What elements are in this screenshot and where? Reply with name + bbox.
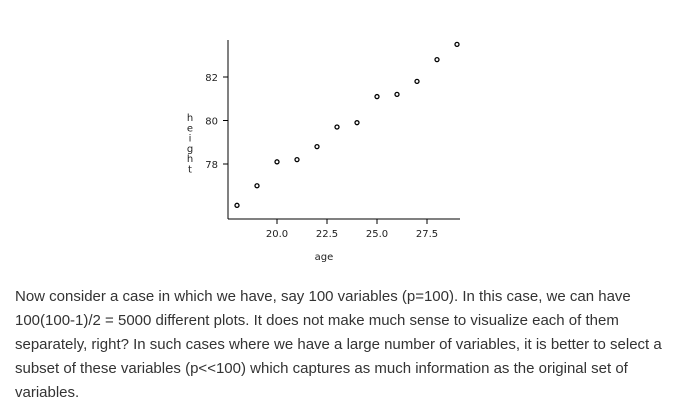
y-tick-label: 78 (205, 160, 218, 171)
x-tick-label: 27.5 (416, 229, 438, 240)
data-point (234, 202, 240, 208)
x-tick-label: 20.0 (266, 229, 288, 240)
y-axis-label-letter: i (189, 134, 192, 145)
data-point (414, 78, 420, 84)
data-point (294, 156, 300, 163)
data-point (314, 143, 320, 150)
data-point (454, 41, 460, 48)
data-point (374, 93, 380, 100)
y-axis-label-letter: h (187, 113, 193, 124)
data-point (354, 120, 360, 126)
data-point (394, 91, 400, 98)
x-axis-label: age (315, 252, 334, 263)
data-point (274, 159, 280, 165)
y-tick-label: 80 (205, 117, 218, 128)
y-axis-label-letter: e (187, 123, 193, 134)
x-tick-label: 22.5 (316, 229, 338, 240)
y-axis-label-letter: t (188, 165, 192, 176)
data-point (254, 183, 260, 189)
y-axis-label-letter: h (187, 154, 193, 165)
y-tick-label: 82 (205, 73, 218, 84)
data-point (334, 124, 340, 130)
data-point (434, 56, 440, 63)
y-axis-label-letter: g (187, 144, 193, 155)
body-paragraph: Now consider a case in which we have, sa… (15, 288, 662, 401)
x-tick-label: 25.0 (366, 229, 388, 240)
